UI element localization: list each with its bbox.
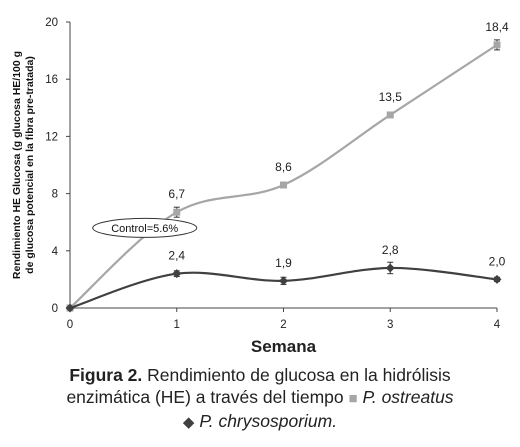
series-layer [65,39,502,313]
data-point-chrysosporium [279,276,288,286]
x-tick-label: 3 [387,319,393,331]
control-annotation: Control=5.6% [92,217,198,238]
figure-caption: Figura 2. Rendimiento de glucosa en la h… [0,364,520,434]
y-tick-label: 0 [52,303,58,315]
data-point-chrysosporium [65,303,75,313]
data-point-ostreatus [386,111,394,119]
y-axis-title-line2: de glucosa potencial en la fibra pre-tra… [24,56,36,274]
x-tick-label: 0 [67,319,73,331]
caption-species1: P. ostreatus [362,387,454,407]
x-axis-ticks: 0 1 2 3 4 [67,308,501,331]
x-tick-label: 4 [494,319,501,331]
x-tick-label: 2 [280,319,286,331]
y-tick-label: 12 [45,131,58,143]
y-axis-title-line1: Rendimiento HE Glucosa (g glucosa HE/100… [11,51,23,279]
data-point-ostreatus [173,208,181,216]
caption-line1: Figura 2. Rendimiento de glucosa en la h… [0,364,520,386]
y-tick-label: 8 [52,189,58,201]
y-tick-label: 16 [45,74,58,86]
caption-line3: ◆ P. chrysosporium. [0,410,520,434]
data-label-ostreatus: 6,7 [168,187,185,201]
series-line-chrysosporium [69,266,498,310]
caption-text2: enzimática (HE) a través del tiempo [66,387,349,407]
data-label-chrysosporium: 2,8 [382,243,399,257]
data-label-ostreatus: 8,6 [275,160,292,174]
data-label-ostreatus: 18,4 [485,20,509,34]
data-label-chrysosporium: 1,9 [275,256,292,270]
data-labels-layer: 6,7 8,6 13,5 18,4 2,4 1,9 2,8 2,0 [168,20,509,270]
x-tick-label: 1 [174,319,180,331]
data-point-chrysosporium [492,274,502,284]
caption-line2: enzimática (HE) a través del tiempo ■ P.… [0,386,520,410]
data-point-ostreatus [280,181,287,189]
caption-species2: P. chrysosporium. [199,411,338,431]
data-point-chrysosporium [385,263,395,273]
y-tick-label: 20 [45,17,58,29]
diamond-marker-icon: ◆ [182,414,195,431]
annotation-ellipse [92,217,198,238]
annotation-text: Control=5.6% [111,223,178,235]
caption-figure-number: Figura 2. [69,365,143,385]
data-label-chrysosporium: 2,4 [168,249,185,263]
y-axis-ticks: 0 4 8 12 16 20 [45,17,70,315]
data-point-ostreatus [493,41,501,49]
square-marker-icon: ■ [348,390,358,407]
data-label-chrysosporium: 2,0 [489,254,506,268]
y-axis-title: Rendimiento HE Glucosa (g glucosa HE/100… [11,51,36,279]
y-tick-label: 4 [52,246,59,258]
caption-text1: Rendimiento de glucosa en la hidrólisis [142,365,451,385]
x-axis-title: Semana [251,337,317,356]
data-point-chrysosporium [172,269,182,279]
data-label-ostreatus: 13,5 [379,90,403,104]
